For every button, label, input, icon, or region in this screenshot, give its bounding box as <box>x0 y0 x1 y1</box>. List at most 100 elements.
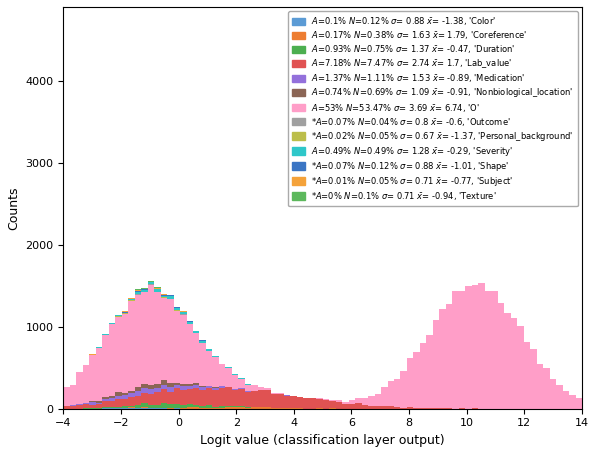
Bar <box>433 320 439 408</box>
Bar <box>368 396 374 406</box>
Bar <box>135 405 141 408</box>
Bar <box>329 408 336 409</box>
Bar <box>160 385 167 389</box>
Bar <box>414 408 420 409</box>
Bar <box>187 407 193 409</box>
Bar <box>193 384 200 385</box>
Bar <box>277 408 284 409</box>
Bar <box>148 405 154 408</box>
Bar <box>141 384 148 389</box>
Bar <box>374 406 381 409</box>
Bar <box>148 408 154 409</box>
Bar <box>355 398 362 403</box>
Y-axis label: Counts: Counts <box>7 186 20 230</box>
Bar <box>160 298 167 380</box>
Bar <box>200 340 206 343</box>
Bar <box>108 398 115 401</box>
Bar <box>96 403 103 404</box>
Bar <box>407 358 414 407</box>
Bar <box>193 385 200 388</box>
Bar <box>167 387 173 392</box>
Bar <box>316 399 322 408</box>
Bar <box>576 398 582 409</box>
Bar <box>264 407 271 409</box>
Bar <box>83 404 89 408</box>
Bar <box>394 407 401 409</box>
Bar <box>252 391 258 407</box>
Bar <box>83 365 89 403</box>
Bar <box>154 392 160 405</box>
Bar <box>439 408 446 409</box>
Bar <box>498 303 504 409</box>
Bar <box>349 404 355 409</box>
Bar <box>212 390 219 407</box>
Bar <box>135 396 141 405</box>
Bar <box>128 299 135 301</box>
Bar <box>219 364 225 386</box>
Bar <box>135 291 141 294</box>
Bar <box>141 288 148 289</box>
Bar <box>122 395 128 399</box>
Bar <box>76 372 83 404</box>
Bar <box>96 401 103 403</box>
Bar <box>394 379 401 407</box>
Bar <box>96 408 103 409</box>
Bar <box>180 384 187 386</box>
Bar <box>103 335 108 397</box>
Bar <box>115 408 122 409</box>
Bar <box>322 400 329 409</box>
Bar <box>212 355 219 357</box>
Bar <box>141 393 148 403</box>
Bar <box>245 408 252 409</box>
Bar <box>128 391 135 393</box>
Bar <box>238 406 245 407</box>
Bar <box>70 405 76 406</box>
Bar <box>173 389 180 404</box>
Bar <box>420 343 426 408</box>
Bar <box>387 406 394 409</box>
Bar <box>63 406 70 409</box>
Bar <box>368 406 374 409</box>
Bar <box>200 408 206 409</box>
Bar <box>478 282 485 409</box>
Bar <box>160 295 167 296</box>
Bar <box>407 407 414 409</box>
Bar <box>122 393 128 395</box>
Bar <box>264 390 271 407</box>
Bar <box>206 350 212 351</box>
Bar <box>141 289 148 290</box>
Bar <box>154 384 160 388</box>
Bar <box>160 389 167 403</box>
Bar <box>83 408 89 409</box>
Bar <box>439 309 446 408</box>
Bar <box>103 407 108 408</box>
Bar <box>108 401 115 407</box>
Bar <box>173 404 180 408</box>
Bar <box>76 405 83 409</box>
Bar <box>141 403 148 408</box>
Bar <box>563 390 569 409</box>
Bar <box>63 387 70 405</box>
Bar <box>252 407 258 409</box>
Bar <box>310 398 316 409</box>
Bar <box>232 407 238 409</box>
Bar <box>200 387 206 390</box>
Bar <box>245 392 252 407</box>
Bar <box>160 408 167 409</box>
Bar <box>108 407 115 409</box>
Bar <box>252 385 258 391</box>
Bar <box>238 407 245 409</box>
Bar <box>316 398 322 399</box>
Bar <box>465 286 472 409</box>
Bar <box>148 285 154 385</box>
Bar <box>148 282 154 284</box>
Bar <box>108 324 115 396</box>
Bar <box>258 387 264 390</box>
Bar <box>187 322 193 324</box>
Bar <box>297 397 303 408</box>
Bar <box>154 291 160 292</box>
Bar <box>238 388 245 389</box>
Bar <box>322 399 329 400</box>
Bar <box>70 385 76 405</box>
Bar <box>219 408 225 409</box>
